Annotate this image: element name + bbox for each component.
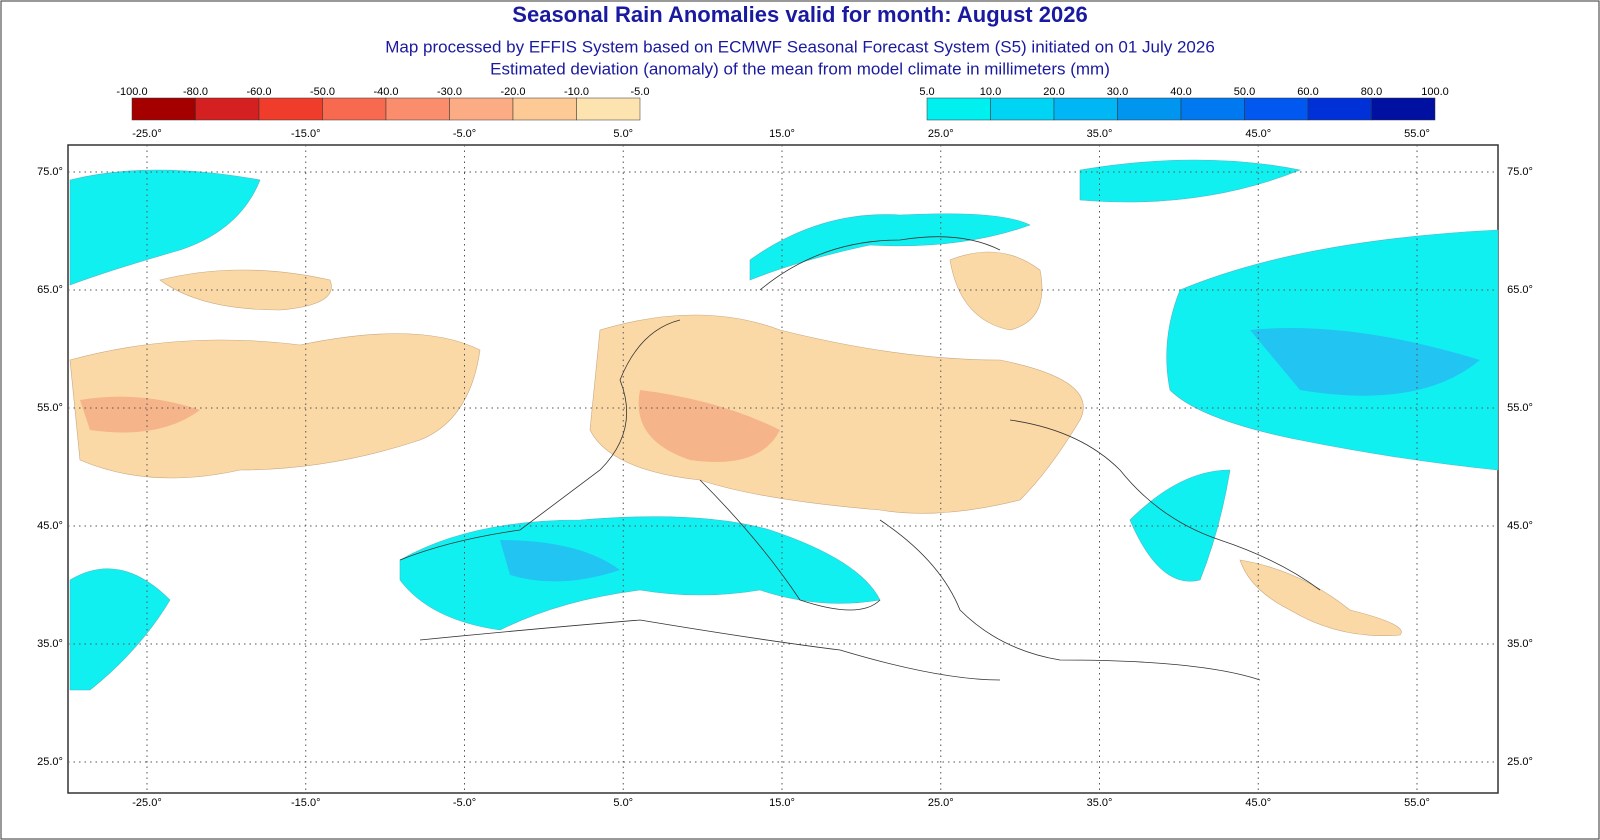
legend-label: 20.0 [1043,86,1064,98]
coastline [399,236,1321,681]
lat-label: 55.0° [1507,402,1533,414]
legend-label: -5.0 [631,86,650,98]
lat-label: 25.0° [37,756,63,768]
legend-swatch [1180,97,1245,121]
lon-label: 55.0° [1404,797,1430,809]
wet-area [1079,159,1302,203]
lon-label: 5.0° [613,128,633,140]
legends: -100.0 -80.0 -60.0 -50.0 -40.0 -30.0 -20.0 -10.… [116,86,1449,121]
lat-label: 75.0° [1507,166,1533,178]
legend-swatch [131,97,196,121]
legend-swatch [449,97,514,121]
title: Seasonal Rain Anomalies valid for month:… [512,2,1087,27]
legend-swatch [1371,97,1436,121]
legend-label: 5.0 [919,86,934,98]
lon-label: -15.0° [291,797,320,809]
dry-area [589,314,1084,514]
legend-label: -20.0 [500,86,525,98]
legend-label: -40.0 [373,86,398,98]
lon-label: -25.0° [132,128,161,140]
lat-label: 35.0° [37,638,63,650]
lon-label: 25.0° [928,797,954,809]
legend-swatch [990,97,1055,121]
lon-label: 25.0° [928,128,954,140]
lon-label: -5.0° [453,797,476,809]
anomaly-fields [69,159,1499,691]
legend-label: -30.0 [437,86,462,98]
lon-label: 35.0° [1087,797,1113,809]
subtitle: Map processed by EFFIS System based on E… [385,37,1215,56]
lat-label: 45.0° [1507,520,1533,532]
lon-label: 55.0° [1404,128,1430,140]
dry-area [69,333,481,479]
lon-label: 5.0° [613,797,633,809]
dry-area [949,251,1043,331]
legend-swatch [322,97,387,121]
legend-label: 60.0 [1297,86,1318,98]
legend-label: -100.0 [116,86,147,98]
lon-label: 35.0° [1087,128,1113,140]
legend-swatch [576,97,641,121]
legend-swatch [385,97,450,121]
wet-area [69,169,261,286]
legend-swatch [1053,97,1118,121]
lat-label: 55.0° [37,402,63,414]
legend-label: -60.0 [246,86,271,98]
legend-label: 30.0 [1107,86,1128,98]
wet-area [749,213,1031,281]
dry-area [1239,559,1402,636]
dry-area [159,269,332,311]
lat-label: 65.0° [1507,284,1533,296]
legend-label: 100.0 [1421,86,1449,98]
dry-core [80,396,200,433]
lon-label: 45.0° [1245,128,1271,140]
subtitle: Estimated deviation (anomaly) of the mea… [490,59,1110,78]
wet-core [500,540,620,582]
legend-swatch [926,97,991,121]
lon-label: -15.0° [291,128,320,140]
legend-swatch [1244,97,1309,121]
legend-swatch [512,97,577,121]
legend-label: 80.0 [1361,86,1382,98]
legend-swatch [1307,97,1372,121]
legend-label: -80.0 [183,86,208,98]
lat-label: 45.0° [37,520,63,532]
legend-label: -50.0 [310,86,335,98]
lat-label: 75.0° [37,166,63,178]
wet-area [69,568,171,691]
legend-label: 40.0 [1170,86,1191,98]
grid: -25.0° -25.0° -15.0° -15.0° -5.0° -5.0° 5.0° 5.… [37,128,1533,809]
legend-label: 50.0 [1234,86,1255,98]
lon-label: -25.0° [132,797,161,809]
wet-core [1250,328,1480,396]
lat-label: 25.0° [1507,756,1533,768]
lon-label: 15.0° [769,128,795,140]
legend-label: -10.0 [564,86,589,98]
legend-swatch [258,97,323,121]
legend-swatch [1117,97,1182,121]
legend-swatch [195,97,260,121]
lon-label: 15.0° [769,797,795,809]
legend-label: 10.0 [980,86,1001,98]
lat-label: 35.0° [1507,638,1533,650]
lon-label: 45.0° [1245,797,1271,809]
lon-label: -5.0° [453,128,476,140]
lat-label: 65.0° [37,284,63,296]
